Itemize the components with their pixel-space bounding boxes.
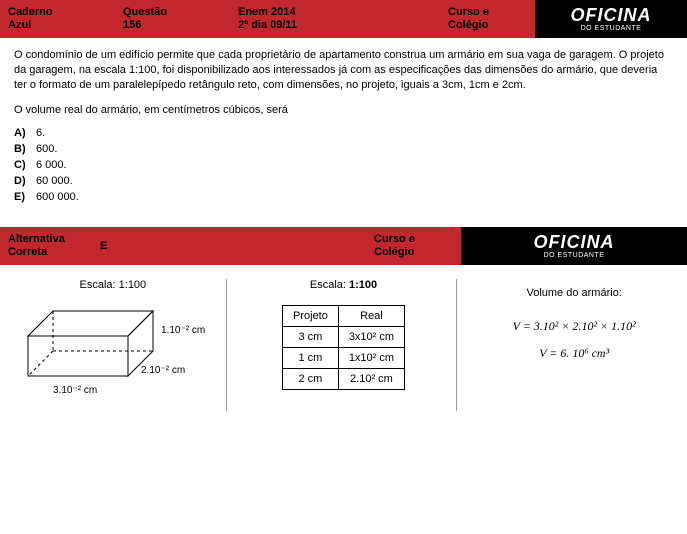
escala-label-1: Escala: 1:100: [80, 279, 147, 291]
alternative-e: E) 600 000.: [14, 191, 673, 203]
cell: 2 cm: [282, 369, 338, 390]
table-row: 2 cm 2.10² cm: [282, 369, 404, 390]
curso-label-1: Curso e: [448, 6, 527, 19]
logo-main: OFICINA: [534, 233, 615, 251]
logo: OFICINA DO ESTUDANTE: [535, 0, 687, 38]
col-real: Real: [338, 306, 404, 327]
solution-volume-col: Volume do armário: V = 3.10² × 2.10² × 1…: [456, 279, 677, 411]
escala-prefix: Escala:: [80, 279, 119, 291]
header-questao: Questão 156: [115, 0, 230, 38]
answer-curso-1: Curso e: [374, 233, 453, 246]
answer-curso-2: Colégio: [374, 246, 453, 259]
header-bar: Caderno Azul Questão 156 Enem 2014 2º di…: [0, 0, 687, 38]
escala-value-bold: 1:100: [349, 279, 377, 291]
logo-main: OFICINA: [571, 6, 652, 24]
col-projeto: Projeto: [282, 306, 338, 327]
escala-value: 1:100: [119, 279, 147, 291]
answer-spacer: [140, 227, 366, 265]
header-curso: Curso e Colégio: [440, 0, 535, 38]
logo: OFICINA DO ESTUDANTE: [461, 227, 687, 265]
alt-letter: B): [14, 143, 36, 155]
header-exam: Enem 2014 2º dia 09/11: [230, 0, 440, 38]
caderno-value: Azul: [8, 19, 107, 32]
cell: 1 cm: [282, 348, 338, 369]
alternatives-list: A) 6. B) 600. C) 6 000. D) 60 000. E) 60…: [14, 127, 673, 203]
cell: 2.10² cm: [338, 369, 404, 390]
logo-sub: DO ESTUDANTE: [581, 25, 642, 32]
table-row: Projeto Real: [282, 306, 404, 327]
question-body: O condomínio de um edifício permite que …: [0, 38, 687, 221]
alt-text: 60 000.: [36, 175, 73, 187]
cell: 1x10² cm: [338, 348, 404, 369]
alt-text: 6.: [36, 127, 45, 139]
solution-row: Escala: 1:100 1.10⁻² cm 2.10⁻² cm 3.10⁻²…: [0, 265, 687, 425]
solution-prism: Escala: 1:100 1.10⁻² cm 2.10⁻² cm 3.10⁻²…: [10, 279, 216, 411]
exam-label: Enem 2014: [238, 6, 432, 19]
alt-letter: D): [14, 175, 36, 187]
header-caderno: Caderno Azul: [0, 0, 115, 38]
answer-letter: E: [100, 227, 140, 265]
dim-width: 3.10⁻² cm: [53, 385, 97, 396]
answer-label-1: Alternativa: [8, 233, 92, 246]
alternative-c: C) 6 000.: [14, 159, 673, 171]
questao-label: Questão: [123, 6, 222, 19]
table-row: 1 cm 1x10² cm: [282, 348, 404, 369]
prism-diagram: 1.10⁻² cm 2.10⁻² cm 3.10⁻² cm: [13, 301, 213, 411]
escala-label-2: Escala: 1:100: [310, 279, 377, 291]
solution-table-col: Escala: 1:100 Projeto Real 3 cm 3x10² cm…: [226, 279, 447, 411]
exam-date: 2º dia 09/11: [238, 19, 432, 32]
alt-letter: E): [14, 191, 36, 203]
table-row: 3 cm 3x10² cm: [282, 327, 404, 348]
questao-value: 156: [123, 19, 222, 32]
caderno-label: Caderno: [8, 6, 107, 19]
scale-table: Projeto Real 3 cm 3x10² cm 1 cm 1x10² cm…: [282, 305, 405, 390]
alt-text: 600 000.: [36, 191, 79, 203]
alternative-a: A) 6.: [14, 127, 673, 139]
volume-formula-1: V = 3.10² × 2.10² × 1.10²: [513, 319, 636, 334]
answer-label-2: Correta: [8, 246, 92, 259]
question-text-2: O volume real do armário, em centímetros…: [14, 103, 673, 118]
volume-formula-2: V = 6. 10⁶ cm³: [539, 346, 609, 361]
cell: 3x10² cm: [338, 327, 404, 348]
answer-label: Alternativa Correta: [0, 227, 100, 265]
alt-letter: C): [14, 159, 36, 171]
curso-label-2: Colégio: [448, 19, 527, 32]
question-text-1: O condomínio de um edifício permite que …: [14, 48, 673, 93]
escala-prefix: Escala:: [310, 279, 349, 291]
dim-height: 1.10⁻² cm: [161, 325, 205, 336]
volume-title: Volume do armário:: [526, 287, 621, 299]
answer-curso: Curso e Colégio: [366, 227, 461, 265]
alternative-d: D) 60 000.: [14, 175, 673, 187]
dim-depth: 2.10⁻² cm: [141, 365, 185, 376]
answer-bar: Alternativa Correta E Curso e Colégio OF…: [0, 227, 687, 265]
alt-letter: A): [14, 127, 36, 139]
alt-text: 6 000.: [36, 159, 67, 171]
alternative-b: B) 600.: [14, 143, 673, 155]
alt-text: 600.: [36, 143, 57, 155]
cell: 3 cm: [282, 327, 338, 348]
logo-sub: DO ESTUDANTE: [544, 252, 605, 259]
